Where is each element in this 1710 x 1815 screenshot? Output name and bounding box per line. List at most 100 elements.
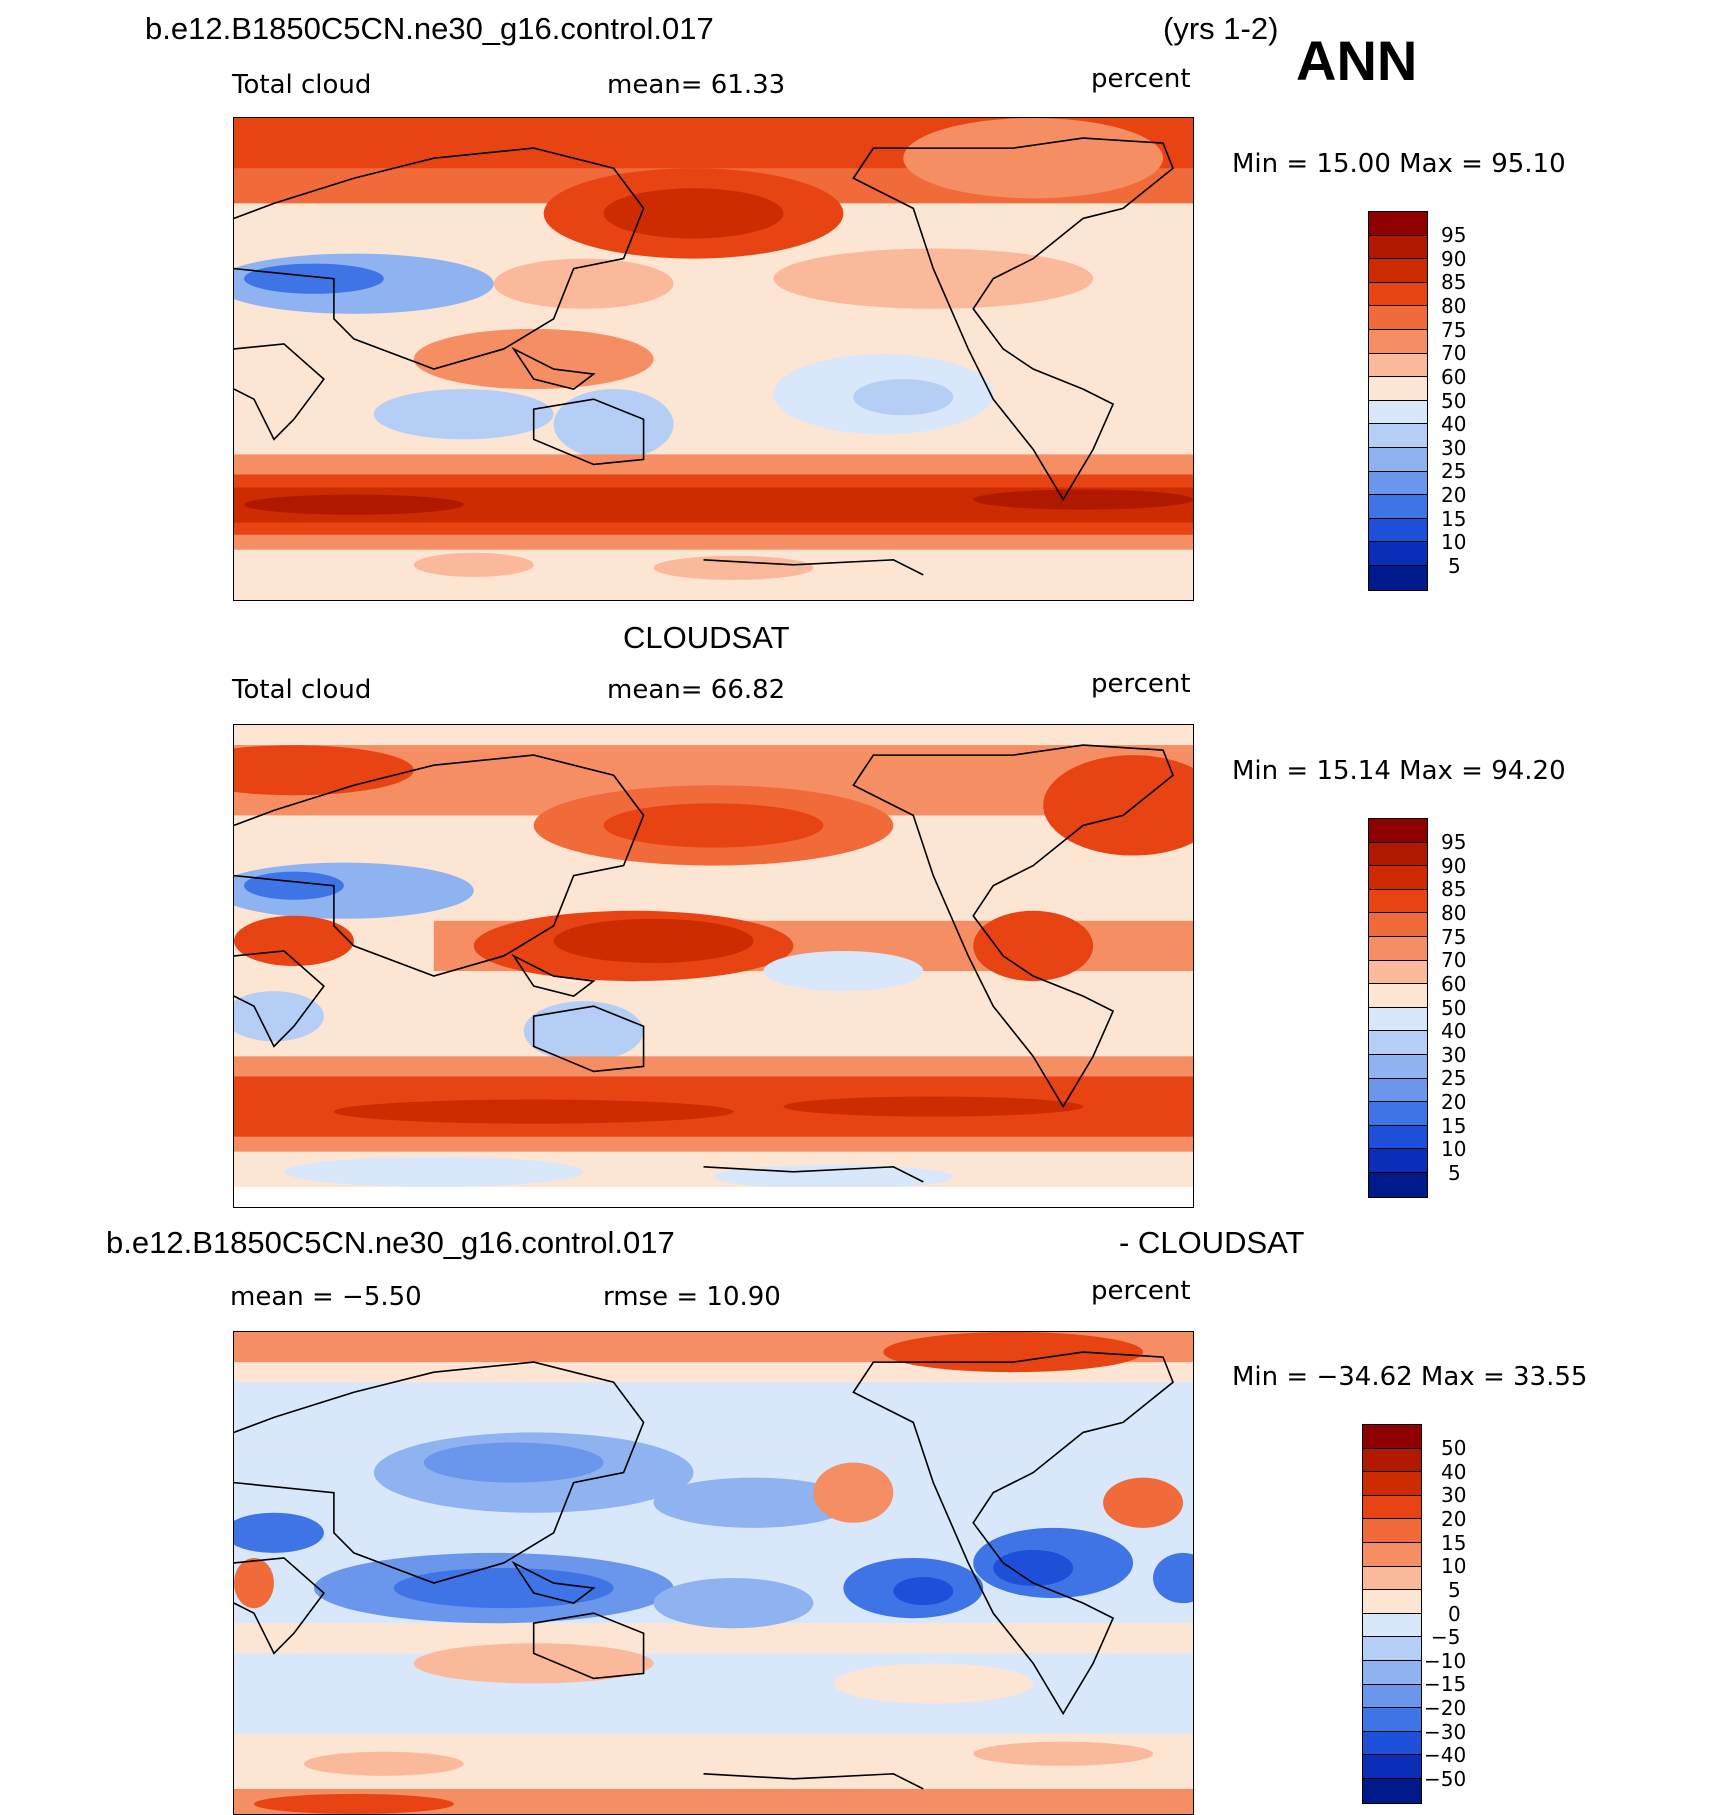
colorbar-swatch [1363,1472,1421,1496]
colorbar-swatch [1369,842,1427,867]
colorbar-swatch [1363,1542,1421,1567]
coastlines [234,1351,1174,1790]
colorbar-swatch [1369,1031,1427,1055]
colorbar-swatch [1363,1448,1421,1473]
colorbar-swatch [1363,1708,1421,1732]
colorbar-swatch [1363,1778,1421,1803]
colorbar-tick-label: 15 [1441,1114,1467,1138]
colorbar-swatch [1369,565,1427,590]
colorbar-tick-label: 40 [1441,1460,1467,1484]
colorbar-swatch [1369,353,1427,378]
map-cloudsat-total-cloud [233,724,1194,1208]
colorbar-tick-label: 80 [1441,294,1467,318]
colorbar-swatch [1369,447,1427,472]
panel-units-label: percent [1091,1276,1191,1306]
colorbar-tick-label: 15 [1441,1531,1467,1555]
colorbar-swatch [1369,400,1427,425]
colorbar-tick-label: −30 [1424,1720,1467,1744]
colorbar-tick-label: 30 [1441,1483,1467,1507]
colorbar-tick-label: 75 [1441,318,1467,342]
panel-units-label: percent [1091,669,1191,699]
colorbar-tick-label: 20 [1441,1090,1467,1114]
panel-mean-label: mean= 61.33 [607,70,786,100]
colorbar-swatch [1369,282,1427,307]
panel-mean-label: mean = −5.50 [230,1282,422,1312]
colorbar-tick-label: 70 [1441,341,1467,365]
colorbar-swatch [1369,424,1427,448]
colorbar-swatch [1369,1102,1427,1126]
cloud-fill-field [234,1332,1193,1814]
colorbar-tick-label: 25 [1441,1066,1467,1090]
colorbar-tick-label: −5 [1431,1625,1461,1649]
case-name-title: b.e12.B1850C5CN.ne30_g16.control.017 [145,11,714,46]
colorbar-tick-label: 50 [1441,389,1467,413]
colorbar-tick-label: 40 [1441,412,1467,436]
colorbar-swatch [1363,1660,1421,1685]
colorbar-tick-label: 70 [1441,948,1467,972]
colorbar-tick-label: 95 [1441,223,1467,247]
colorbar-tick-label: 90 [1441,854,1467,878]
colorbar-tick-label: 90 [1441,247,1467,271]
colorbar-tick-label: 30 [1441,436,1467,460]
colorbar-swatch [1369,306,1427,330]
panel-rmse-label: rmse = 10.90 [603,1282,781,1312]
cloud-fill-field [234,745,1193,1207]
colorbar-swatch [1363,1755,1421,1779]
colorbar-tick-label: 10 [1441,1554,1467,1578]
colorbar-tick-label: 60 [1441,365,1467,389]
colorbar-swatch [1369,1078,1427,1103]
years-label: (yrs 1-2) [1163,11,1279,46]
colorbar-tick-label: 50 [1441,1436,1467,1460]
colorbar-swatch [1363,1684,1421,1709]
panel-title-left: b.e12.B1850C5CN.ne30_g16.control.017 [106,1225,675,1260]
colorbar-tick-label: −15 [1424,1672,1467,1696]
colorbar-tick-label: −50 [1424,1767,1467,1791]
colorbar-tick-label: 5 [1448,554,1461,578]
colorbar-tick-label: 40 [1441,1019,1467,1043]
colorbar-tick-label: 75 [1441,925,1467,949]
colorbar-swatch [1363,1495,1421,1520]
panel-variable-label: Total cloud [232,70,372,100]
colorbar-swatch [1369,235,1427,260]
colorbar-swatch [1369,518,1427,543]
colorbar-difference [1362,1424,1422,1804]
colorbar-tick-label: 95 [1441,830,1467,854]
coastlines [234,137,1174,576]
colorbar-model [1368,211,1428,591]
colorbar-cloudsat [1368,818,1428,1198]
colorbar-tick-label: 20 [1441,1507,1467,1531]
colorbar-tick-label: 10 [1441,1137,1467,1161]
colorbar-tick-label: 50 [1441,996,1467,1020]
colorbar-swatch [1369,984,1427,1008]
panel-variable-label: Total cloud [232,675,372,705]
colorbar-swatch [1363,1613,1421,1638]
cloud-fill-field [234,118,1193,600]
colorbar-swatch [1369,1125,1427,1150]
colorbar-tick-label: 15 [1441,507,1467,531]
panel-mean-label: mean= 66.82 [607,675,786,705]
colorbar-swatch [1369,329,1427,354]
colorbar-swatch [1369,542,1427,566]
colorbar-swatch [1369,495,1427,519]
colorbar-tick-label: 10 [1441,530,1467,554]
colorbar-swatch [1369,913,1427,937]
colorbar-swatch [1369,1172,1427,1197]
colorbar-tick-label: 0 [1448,1602,1461,1626]
coastlines [234,744,1174,1183]
colorbar-tick-label: 20 [1441,483,1467,507]
colorbar-tick-label: 85 [1441,877,1467,901]
map-difference-total-cloud [233,1331,1194,1815]
colorbar-tick-label: 60 [1441,972,1467,996]
panel-minmax-label: Min = 15.14 Max = 94.20 [1232,756,1566,786]
colorbar-swatch [1369,889,1427,914]
panel-title: CLOUDSAT [623,620,790,655]
colorbar-swatch [1363,1519,1421,1543]
colorbar-swatch [1363,1566,1421,1591]
colorbar-swatch [1369,1007,1427,1032]
colorbar-swatch [1369,212,1427,236]
colorbar-tick-label: 85 [1441,270,1467,294]
colorbar-swatch [1369,259,1427,283]
colorbar-swatch [1369,960,1427,985]
panel-minmax-label: Min = 15.00 Max = 95.10 [1232,149,1566,179]
panel-minmax-label: Min = −34.62 Max = 33.55 [1232,1362,1588,1392]
